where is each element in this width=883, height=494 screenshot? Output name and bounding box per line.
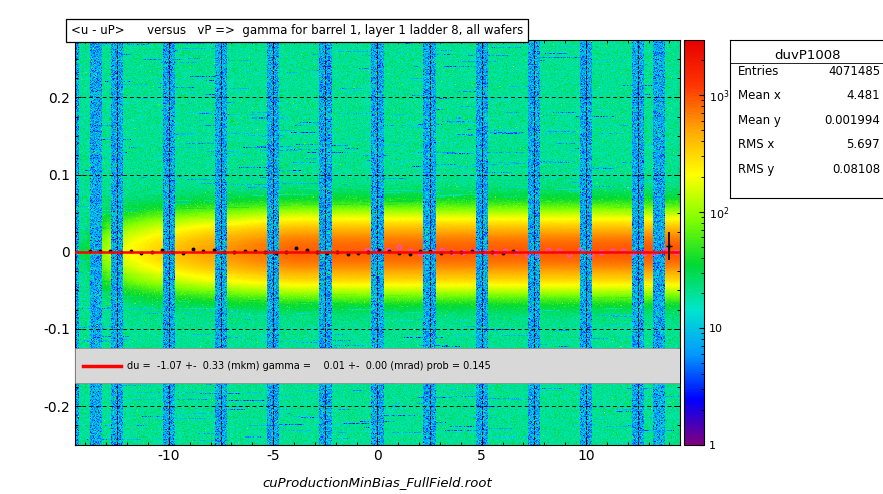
Text: 4.481: 4.481 [847,89,880,102]
Text: 4071485: 4071485 [828,65,880,78]
Text: duvP1008: duvP1008 [774,49,841,62]
Text: du =  -1.07 +-  0.33 (mkm) gamma =    0.01 +-  0.00 (mrad) prob = 0.145: du = -1.07 +- 0.33 (mkm) gamma = 0.01 +-… [127,361,491,370]
Text: Mean y: Mean y [738,114,781,126]
Text: cuProductionMinBias_FullField.root: cuProductionMinBias_FullField.root [262,476,493,489]
Text: RMS y: RMS y [738,163,774,176]
Text: 5.697: 5.697 [847,138,880,151]
Text: Entries: Entries [738,65,780,78]
Text: RMS x: RMS x [738,138,774,151]
Text: 0.08108: 0.08108 [832,163,880,176]
Text: Mean x: Mean x [738,89,781,102]
Text: <u - uP>      versus   vP =>  gamma for barrel 1, layer 1 ladder 8, all wafers: <u - uP> versus vP => gamma for barrel 1… [71,24,523,37]
Bar [75,348,680,383]
Text: 0.001994: 0.001994 [824,114,880,126]
